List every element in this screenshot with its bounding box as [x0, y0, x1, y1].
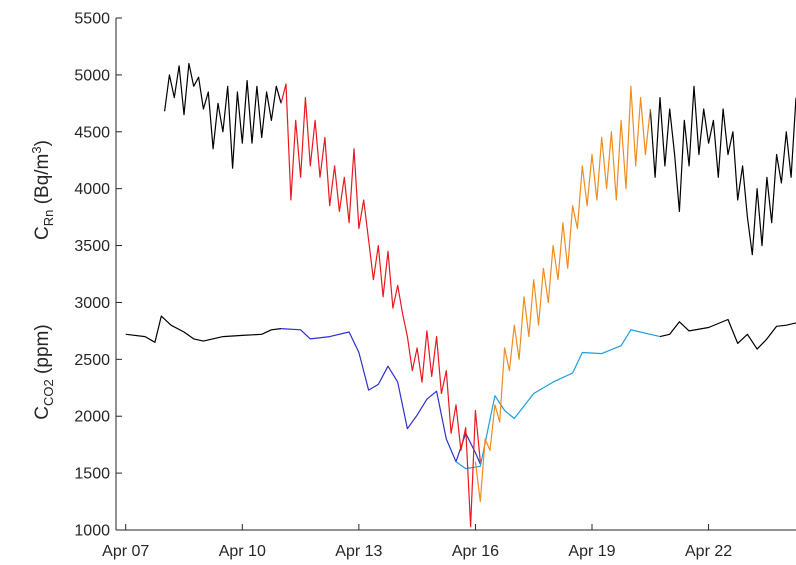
series-line-5	[164, 62, 282, 169]
y-tick-label: 5000	[74, 67, 110, 84]
x-tick-label: Apr 07	[102, 543, 149, 560]
y-tick-label: 5500	[74, 11, 110, 28]
x-tick-labels: Apr 07 Apr 10 Apr 13 Apr 16 Apr 19 Apr 22	[102, 543, 732, 560]
x-tick-label: Apr 16	[452, 543, 499, 560]
series-line-1	[125, 315, 282, 343]
series-layer	[125, 62, 796, 528]
x-tick-label: Apr 10	[219, 543, 266, 560]
y-axis-label-radon-sup: 3	[29, 146, 44, 153]
series-line-7	[280, 83, 481, 528]
x-tick-label: Apr 19	[568, 543, 615, 560]
y-tick-label: 1000	[74, 523, 110, 540]
y-tick-label: 3500	[74, 238, 110, 255]
y-tick-labels: 1000 1500 2000 2500 3000 3500 4000 4500 5000 5500	[74, 11, 110, 540]
axes-layer	[115, 17, 796, 531]
y-axis-label-radon-unit: (Bq/m	[32, 154, 53, 210]
y-axis-label-co2-unit: (ppm)	[32, 324, 53, 379]
y-axis-label-co2: CCO2 (ppm)	[32, 324, 56, 419]
x-tick-label: Apr 22	[685, 543, 732, 560]
y-tick-label: 4500	[74, 124, 110, 141]
y-axis-label-radon-sub: Rn	[41, 210, 56, 227]
y-tick-label: 3000	[74, 295, 110, 312]
plot-area	[116, 18, 796, 530]
y-tick-label: 2500	[74, 352, 110, 369]
series-line-4	[455, 329, 661, 470]
series-line-8	[474, 85, 651, 503]
y-axis-label-radon-base: C	[32, 226, 53, 240]
x-tick-label: Apr 13	[335, 543, 382, 560]
y-tick-label: 1500	[74, 466, 110, 483]
y-axis-label-radon: CRn (Bq/m3)	[29, 140, 56, 240]
y-axis-label-radon-end: )	[32, 140, 53, 146]
y-axis-label-co2-base: C	[32, 406, 53, 420]
series-line-6	[649, 85, 796, 256]
series-line-2	[659, 318, 796, 350]
y-tick-label: 2000	[74, 409, 110, 426]
y-tick-label: 4000	[74, 181, 110, 198]
y-axis-label-co2-sub: CO2	[41, 379, 56, 406]
